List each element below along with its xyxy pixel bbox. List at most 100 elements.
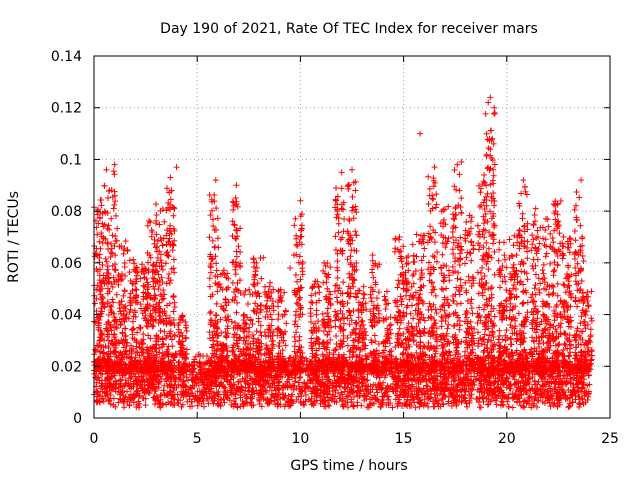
roti-point: [171, 303, 178, 310]
roti-point: [509, 404, 516, 411]
roti-point: [166, 280, 173, 287]
roti-point: [175, 381, 182, 388]
roti-point: [120, 292, 127, 299]
roti-point: [547, 403, 554, 410]
roti-point: [320, 328, 327, 335]
roti-point: [258, 332, 265, 339]
roti-point: [514, 399, 521, 406]
roti-point: [139, 395, 146, 402]
roti-point: [130, 318, 137, 325]
roti-point: [220, 267, 227, 274]
roti-point: [169, 343, 176, 350]
roti-point: [283, 320, 290, 327]
roti-point: [113, 325, 120, 332]
roti-point: [566, 352, 573, 359]
roti-point: [231, 221, 238, 228]
roti-point: [164, 248, 171, 255]
roti-point: [145, 259, 152, 266]
roti-point: [99, 371, 106, 378]
roti-point: [106, 226, 113, 233]
roti-point: [367, 383, 374, 390]
roti-point: [112, 267, 119, 274]
roti-point: [157, 327, 164, 334]
roti-point: [254, 264, 261, 271]
roti-point: [100, 349, 107, 356]
roti-point: [206, 275, 213, 282]
roti-point: [565, 387, 572, 394]
roti-point: [209, 207, 216, 214]
roti-point: [121, 288, 128, 295]
roti-point: [298, 226, 305, 233]
roti-point: [409, 383, 416, 390]
roti-point: [521, 404, 528, 411]
roti-point: [103, 258, 110, 265]
roti-point: [308, 299, 315, 306]
roti-point: [277, 294, 284, 301]
roti-point: [170, 308, 177, 315]
roti-point: [139, 349, 146, 356]
roti-point: [385, 396, 392, 403]
roti-point: [313, 307, 320, 314]
roti-point: [286, 355, 293, 362]
roti-point: [206, 329, 213, 336]
roti-point: [122, 238, 129, 245]
roti-point: [207, 310, 214, 317]
roti-point: [154, 238, 161, 245]
roti-point: [121, 404, 128, 411]
roti-point: [146, 217, 153, 224]
roti-point: [394, 392, 401, 399]
roti-point: [121, 263, 128, 270]
roti-point: [275, 343, 282, 350]
roti-point: [385, 393, 392, 400]
roti-point: [184, 377, 191, 384]
roti-point: [112, 237, 119, 244]
roti-point: [116, 395, 123, 402]
roti-point: [391, 374, 398, 381]
roti-point: [213, 312, 220, 319]
roti-point: [108, 249, 115, 256]
roti-point: [291, 378, 298, 385]
roti-point: [117, 376, 124, 383]
roti-point: [484, 401, 491, 408]
roti-point: [263, 388, 270, 395]
roti-point: [112, 212, 119, 219]
roti-point: [99, 382, 106, 389]
roti-point: [240, 311, 247, 318]
roti-point: [423, 382, 430, 389]
roti-point: [213, 267, 220, 274]
roti-point: [275, 316, 282, 323]
roti-point: [256, 400, 263, 407]
roti-point: [213, 205, 220, 212]
roti-point: [207, 308, 214, 315]
roti-point: [533, 404, 540, 411]
roti-point: [242, 319, 249, 326]
roti-point: [345, 380, 352, 387]
roti-point: [156, 308, 163, 315]
roti-point: [232, 293, 239, 300]
roti-point: [250, 256, 257, 263]
roti-point: [122, 325, 129, 332]
roti-point: [258, 275, 265, 282]
roti-point: [312, 290, 319, 297]
roti-point: [105, 337, 112, 344]
roti-point: [316, 289, 323, 296]
roti-point: [402, 383, 409, 390]
roti-point: [302, 392, 309, 399]
roti-point: [456, 398, 463, 405]
roti-point: [404, 396, 411, 403]
roti-point: [299, 268, 306, 275]
roti-point: [582, 399, 589, 406]
roti-point: [235, 243, 242, 250]
roti-point: [111, 201, 118, 208]
roti-point: [546, 399, 553, 406]
roti-point: [97, 245, 104, 252]
roti-point: [149, 262, 156, 269]
roti-point: [170, 256, 177, 263]
roti-point: [207, 317, 214, 324]
roti-point: [576, 401, 583, 408]
roti-point: [161, 218, 168, 225]
roti-point: [434, 400, 441, 407]
roti-point: [91, 300, 98, 307]
roti-point: [254, 280, 261, 287]
